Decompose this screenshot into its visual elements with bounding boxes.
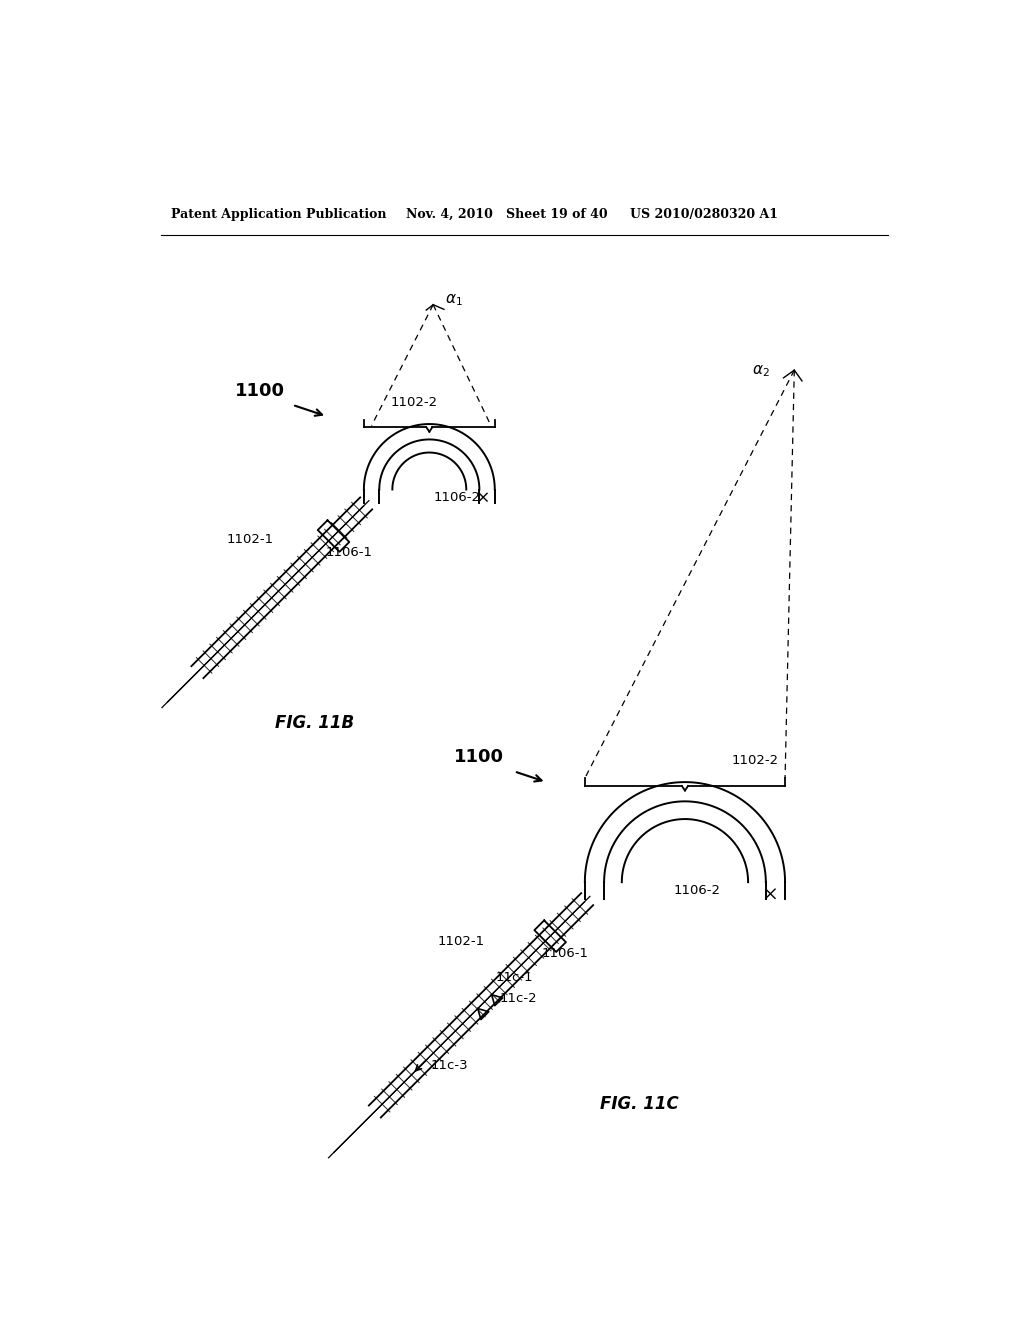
Text: 11c-1: 11c-1 [496, 970, 534, 983]
Text: 11c-3: 11c-3 [431, 1059, 468, 1072]
Text: 1106-1: 1106-1 [326, 545, 373, 558]
Text: 11c-2: 11c-2 [500, 993, 537, 1006]
Text: 1100: 1100 [454, 748, 504, 766]
Text: $\alpha_1$: $\alpha_1$ [444, 292, 463, 308]
Text: FIG. 11C: FIG. 11C [600, 1096, 679, 1113]
Text: 1102-2: 1102-2 [390, 396, 437, 409]
Text: Nov. 4, 2010   Sheet 19 of 40: Nov. 4, 2010 Sheet 19 of 40 [407, 209, 608, 222]
Text: FIG. 11B: FIG. 11B [275, 714, 354, 733]
Text: 1106-2: 1106-2 [433, 491, 480, 504]
Text: $\alpha_2$: $\alpha_2$ [752, 363, 770, 379]
Text: 1100: 1100 [234, 381, 285, 400]
Text: US 2010/0280320 A1: US 2010/0280320 A1 [630, 209, 777, 222]
Text: 1106-1: 1106-1 [542, 946, 589, 960]
Text: 1102-1: 1102-1 [437, 936, 484, 948]
Text: 1102-2: 1102-2 [731, 755, 778, 767]
Text: 1102-1: 1102-1 [226, 533, 273, 546]
Text: Patent Application Publication: Patent Application Publication [171, 209, 386, 222]
Text: 1106-2: 1106-2 [674, 884, 721, 896]
